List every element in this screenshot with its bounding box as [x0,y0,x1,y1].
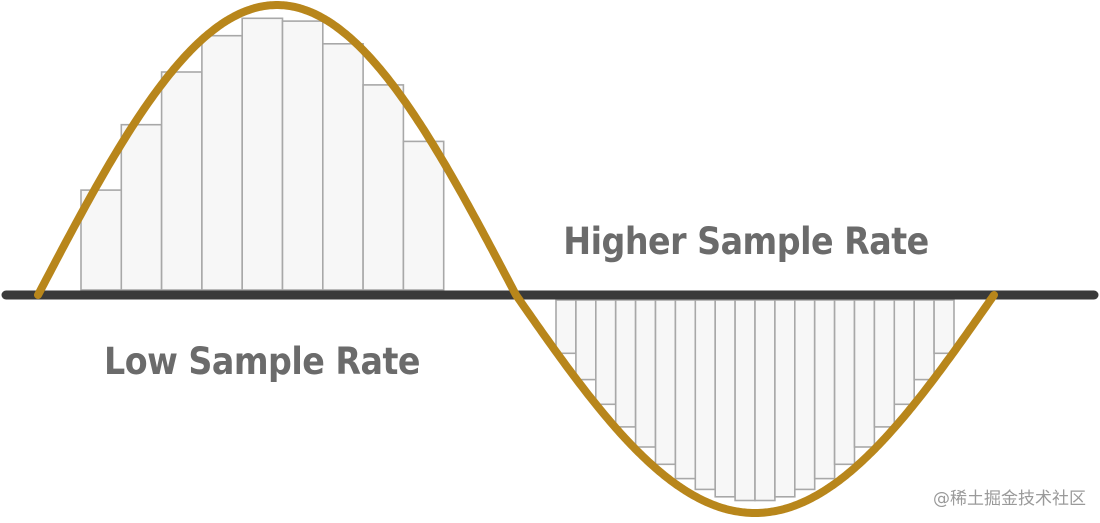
high-rate-sample-bar [694,299,716,491]
low-rate-sample-bar [120,123,163,291]
high-rate-sample-bar [754,299,776,502]
low-rate-sample-bar [160,71,203,291]
high-sample-rate-bars [555,299,955,502]
low-rate-sample-bar [321,42,364,291]
low-rate-sample-bar [281,20,324,291]
high-rate-sample-bar [853,299,876,448]
low-rate-sample-bar [241,17,284,291]
high-rate-sample-bar [614,299,637,428]
low-rate-sample-bar [402,140,445,291]
high-rate-sample-bar [634,299,657,448]
high-rate-sample-bar [793,299,816,491]
higher-sample-rate-label: Higher Sample Rate [563,220,928,263]
high-rate-sample-bar [813,299,836,480]
high-rate-sample-bar [873,299,896,428]
high-rate-sample-bar [714,299,736,498]
high-rate-sample-bar [555,299,577,355]
high-rate-sample-bar [734,299,756,502]
low-rate-sample-bar [201,34,243,291]
low-sample-rate-label: Low Sample Rate [104,340,420,383]
sine-wave [34,1,998,517]
high-rate-sample-bar [913,299,935,381]
watermark: @稀土掘金技术社区 [933,489,1086,509]
high-rate-sample-bar [594,299,617,406]
high-rate-sample-bar [674,299,697,480]
high-rate-sample-bar [654,299,677,466]
high-rate-sample-bar [774,299,796,498]
high-rate-sample-bar [575,299,597,381]
low-rate-sample-bar [362,84,405,291]
low-sample-rate-bars [80,17,445,291]
high-rate-sample-bar [893,299,915,406]
high-rate-sample-bar [833,299,856,466]
high-rate-sample-bar [933,299,955,355]
